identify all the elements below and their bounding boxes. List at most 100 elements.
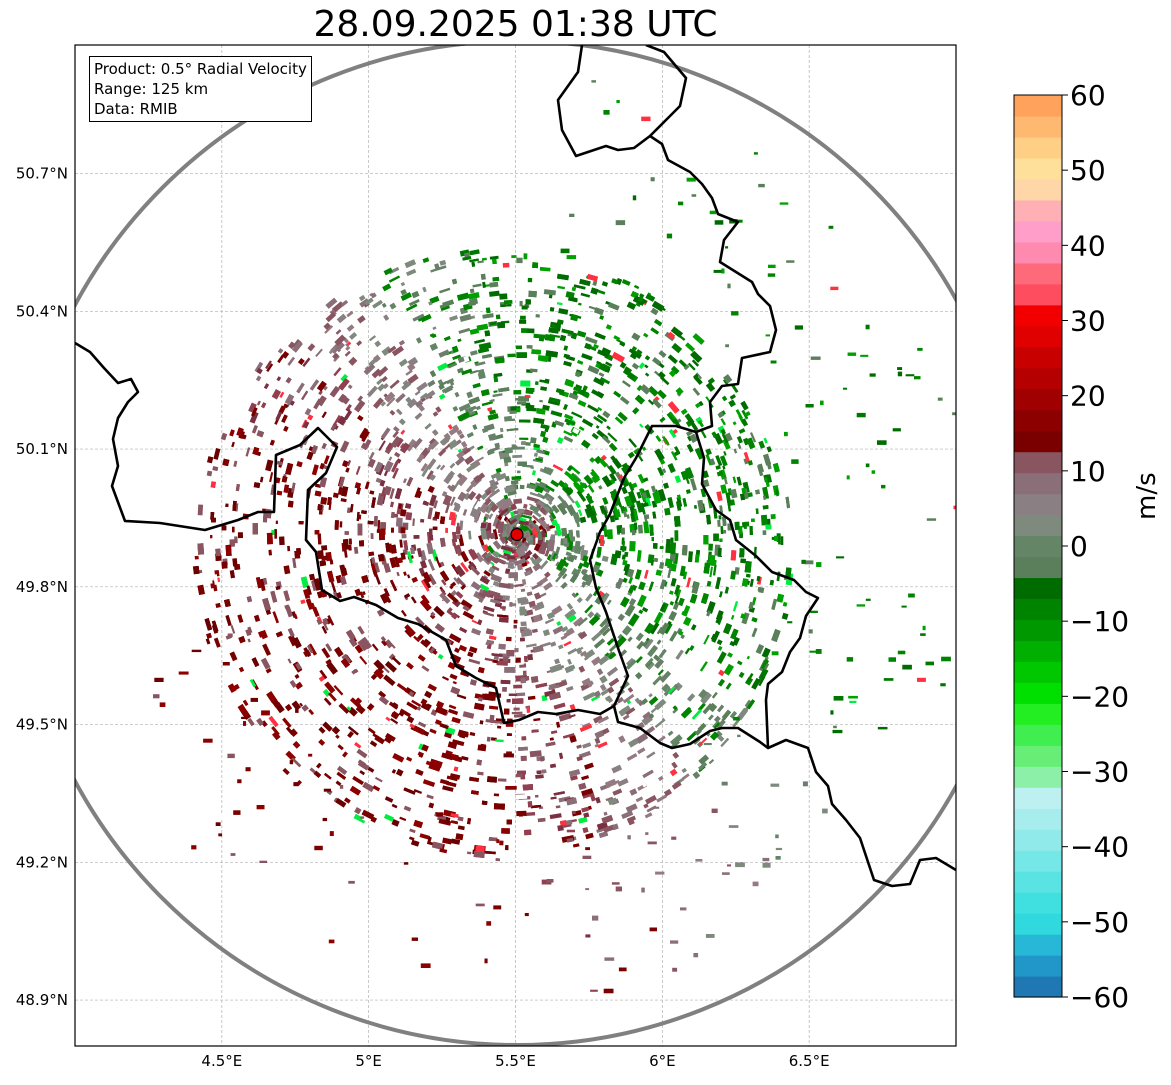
echo-cell: [501, 828, 509, 833]
echo-cell: [358, 524, 363, 536]
echo-cell: [400, 509, 406, 517]
echo-cell: [520, 678, 525, 684]
echo-cell: [276, 521, 278, 524]
echo-cell: [402, 534, 407, 538]
echo-cell: [391, 512, 395, 518]
echo-cell: [749, 526, 753, 535]
echo-cell: [207, 471, 212, 477]
echo-cell: [504, 753, 514, 757]
echo-cell: [315, 530, 320, 534]
echo-cell: [569, 530, 574, 538]
echo-cell: [445, 528, 448, 533]
echo-cell: [498, 521, 504, 533]
echo-cell: [368, 521, 374, 525]
echo-cell: [532, 262, 538, 268]
echo-cell: [523, 784, 533, 790]
echo-cell: [492, 259, 497, 264]
echo-cell: [515, 794, 527, 799]
echo-cell: [502, 687, 507, 692]
echo-cell: [501, 680, 511, 684]
echo-cell: [666, 539, 670, 547]
echo-cell: [524, 253, 527, 259]
echo-cell: [494, 793, 499, 796]
echo-cell: [744, 525, 747, 528]
echo-cell: [279, 536, 285, 545]
echo-cell: [238, 532, 243, 538]
echo-cell: [525, 395, 531, 398]
echo-cell: [516, 352, 527, 358]
echo-cell: [333, 493, 339, 498]
echo-cell: [530, 369, 538, 373]
echo-cell: [507, 733, 512, 736]
echo-cell: [505, 447, 513, 453]
echo-cell: [269, 550, 272, 556]
echo-cell: [531, 349, 541, 354]
echo-cell: [724, 530, 727, 533]
echo-cell: [717, 520, 720, 527]
echo-cell: [713, 534, 719, 542]
echo-cell: [785, 567, 791, 577]
echo-cell: [520, 638, 525, 642]
echo-cell: [345, 531, 349, 535]
echo-cell: [519, 438, 528, 440]
echo-cell: [518, 462, 527, 466]
echo-cell: [294, 551, 300, 559]
echo-cell: [514, 446, 517, 449]
echo-cell: [277, 491, 283, 496]
echo-cell: [433, 527, 438, 531]
echo-cell: [413, 535, 419, 539]
echo-cell: [527, 707, 531, 713]
echo-cell: [193, 566, 200, 574]
echo-cell: [528, 278, 532, 282]
echo-cell: [513, 390, 521, 395]
echo-cell: [487, 776, 497, 783]
echo-cell: [521, 589, 525, 592]
echo-cell: [516, 774, 523, 777]
echo-cell: [499, 617, 509, 623]
echo-cell: [328, 497, 332, 501]
echo-cell: [621, 528, 625, 535]
echo-cell: [781, 536, 784, 545]
echo-cell: [523, 671, 527, 675]
echo-cell: [267, 533, 273, 544]
echo-cell: [470, 289, 475, 294]
echo-cell: [374, 516, 378, 526]
echo-cell: [513, 499, 522, 505]
echo-cell: [516, 408, 520, 412]
echo-cell: [533, 535, 535, 545]
echo-cell: [507, 650, 514, 656]
echo-cell: [516, 811, 526, 816]
echo-cell: [521, 736, 526, 740]
echo-cell: [765, 525, 771, 530]
echo-cell: [519, 609, 527, 616]
echo-cell: [499, 840, 503, 845]
echo-cell: [682, 545, 688, 555]
echo-cell: [654, 558, 658, 562]
echo-cell: [486, 307, 491, 313]
echo-cell: [527, 328, 534, 333]
echo-cell: [321, 545, 327, 550]
echo-cell: [274, 529, 277, 539]
echo-cell: [499, 293, 507, 299]
echo-cell: [343, 539, 349, 550]
echo-cell: [232, 558, 237, 566]
echo-cell: [476, 760, 481, 766]
echo-cell: [396, 518, 401, 527]
echo-cell: [522, 306, 528, 310]
echo-cell: [528, 291, 536, 297]
echo-cell: [254, 482, 261, 488]
echo-cell: [505, 845, 508, 850]
echo-cell: [507, 820, 512, 825]
echo-cell: [535, 795, 538, 798]
echo-cell: [531, 676, 538, 683]
echo-cell: [492, 277, 499, 282]
echo-cell: [708, 544, 713, 551]
echo-cell: [516, 346, 522, 350]
echo-cell: [505, 786, 516, 790]
echo-cell: [517, 471, 521, 474]
echo-cell: [764, 515, 767, 519]
echo-cell: [503, 656, 509, 661]
echo-cell: [518, 747, 528, 751]
echo-cell: [515, 398, 518, 401]
